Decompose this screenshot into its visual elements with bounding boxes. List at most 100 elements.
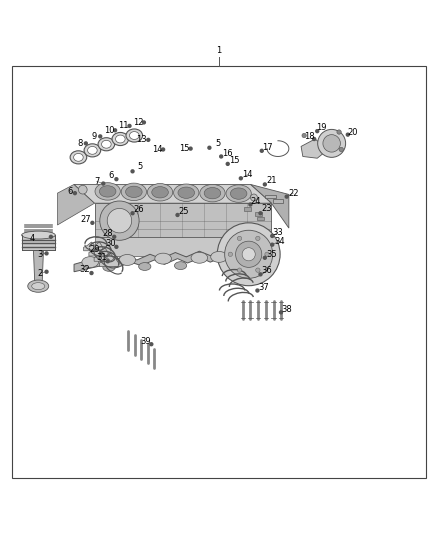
Circle shape xyxy=(263,182,267,187)
Circle shape xyxy=(346,133,350,137)
Circle shape xyxy=(339,147,343,152)
Circle shape xyxy=(78,185,87,194)
Circle shape xyxy=(131,211,135,215)
Text: 15: 15 xyxy=(179,144,189,153)
Ellipse shape xyxy=(74,154,83,161)
Circle shape xyxy=(270,234,275,238)
Circle shape xyxy=(107,208,132,233)
Ellipse shape xyxy=(82,257,99,268)
Text: 15: 15 xyxy=(229,156,240,165)
Circle shape xyxy=(260,149,264,153)
Text: 4: 4 xyxy=(29,233,35,243)
Text: 34: 34 xyxy=(274,237,285,246)
Text: 12: 12 xyxy=(133,118,144,127)
Circle shape xyxy=(89,271,94,275)
Text: 30: 30 xyxy=(106,239,116,248)
Circle shape xyxy=(315,129,319,133)
Circle shape xyxy=(242,248,255,261)
Circle shape xyxy=(219,154,223,159)
Text: 33: 33 xyxy=(272,228,283,237)
Text: 6: 6 xyxy=(67,187,72,196)
Ellipse shape xyxy=(99,185,116,197)
Circle shape xyxy=(285,195,289,199)
Text: 38: 38 xyxy=(281,305,292,314)
Text: 5: 5 xyxy=(215,139,221,148)
Text: 20: 20 xyxy=(347,127,357,136)
Text: 37: 37 xyxy=(258,283,269,292)
Polygon shape xyxy=(99,258,119,266)
Text: 10: 10 xyxy=(104,126,114,135)
Text: 13: 13 xyxy=(136,135,147,144)
Polygon shape xyxy=(301,139,324,158)
Text: 32: 32 xyxy=(79,265,90,274)
Polygon shape xyxy=(84,242,103,251)
Ellipse shape xyxy=(191,252,208,263)
Circle shape xyxy=(237,268,242,272)
Ellipse shape xyxy=(88,147,97,154)
Text: 24: 24 xyxy=(251,197,261,206)
Circle shape xyxy=(248,203,253,207)
Circle shape xyxy=(175,213,180,217)
Text: 35: 35 xyxy=(266,250,277,259)
Bar xyxy=(265,195,276,198)
Text: 31: 31 xyxy=(96,253,106,262)
Circle shape xyxy=(114,177,119,181)
Circle shape xyxy=(217,223,280,286)
Text: 16: 16 xyxy=(223,149,233,158)
Text: 21: 21 xyxy=(266,175,277,184)
Ellipse shape xyxy=(226,185,251,203)
Circle shape xyxy=(302,133,306,138)
Circle shape xyxy=(106,259,110,263)
Polygon shape xyxy=(95,237,272,256)
Ellipse shape xyxy=(21,231,55,239)
Circle shape xyxy=(44,251,49,256)
Circle shape xyxy=(318,130,346,157)
Polygon shape xyxy=(33,250,43,283)
Circle shape xyxy=(149,342,153,346)
Polygon shape xyxy=(74,184,272,203)
Circle shape xyxy=(251,194,258,201)
Ellipse shape xyxy=(103,263,115,271)
Circle shape xyxy=(161,147,165,152)
Ellipse shape xyxy=(200,184,225,202)
Polygon shape xyxy=(95,203,272,237)
Circle shape xyxy=(113,128,117,133)
Ellipse shape xyxy=(152,187,168,198)
Circle shape xyxy=(236,241,262,268)
Text: 14: 14 xyxy=(242,171,253,179)
Ellipse shape xyxy=(28,280,49,292)
Circle shape xyxy=(258,211,263,215)
Circle shape xyxy=(279,310,283,314)
Polygon shape xyxy=(94,253,113,261)
Circle shape xyxy=(131,169,135,174)
Circle shape xyxy=(101,181,106,185)
Circle shape xyxy=(263,256,267,260)
Circle shape xyxy=(112,235,117,239)
Text: 1: 1 xyxy=(216,46,222,55)
Text: 6: 6 xyxy=(108,171,113,180)
Ellipse shape xyxy=(98,138,115,151)
Bar xyxy=(255,212,262,216)
Circle shape xyxy=(98,134,102,139)
Circle shape xyxy=(127,124,132,128)
Circle shape xyxy=(256,236,260,240)
Circle shape xyxy=(258,272,263,277)
Text: 18: 18 xyxy=(304,132,315,141)
Circle shape xyxy=(146,138,150,142)
Ellipse shape xyxy=(126,186,142,198)
Text: 29: 29 xyxy=(89,245,100,254)
Text: 39: 39 xyxy=(140,337,151,346)
Ellipse shape xyxy=(148,183,173,201)
Bar xyxy=(273,199,283,203)
Circle shape xyxy=(270,243,275,247)
Circle shape xyxy=(49,235,53,239)
Circle shape xyxy=(114,245,119,249)
Text: 26: 26 xyxy=(133,205,144,214)
Text: 27: 27 xyxy=(81,215,91,224)
Bar xyxy=(257,217,264,220)
Ellipse shape xyxy=(112,133,129,146)
Ellipse shape xyxy=(119,254,136,265)
Ellipse shape xyxy=(121,183,147,200)
Text: 7: 7 xyxy=(94,177,99,186)
Circle shape xyxy=(99,251,103,255)
